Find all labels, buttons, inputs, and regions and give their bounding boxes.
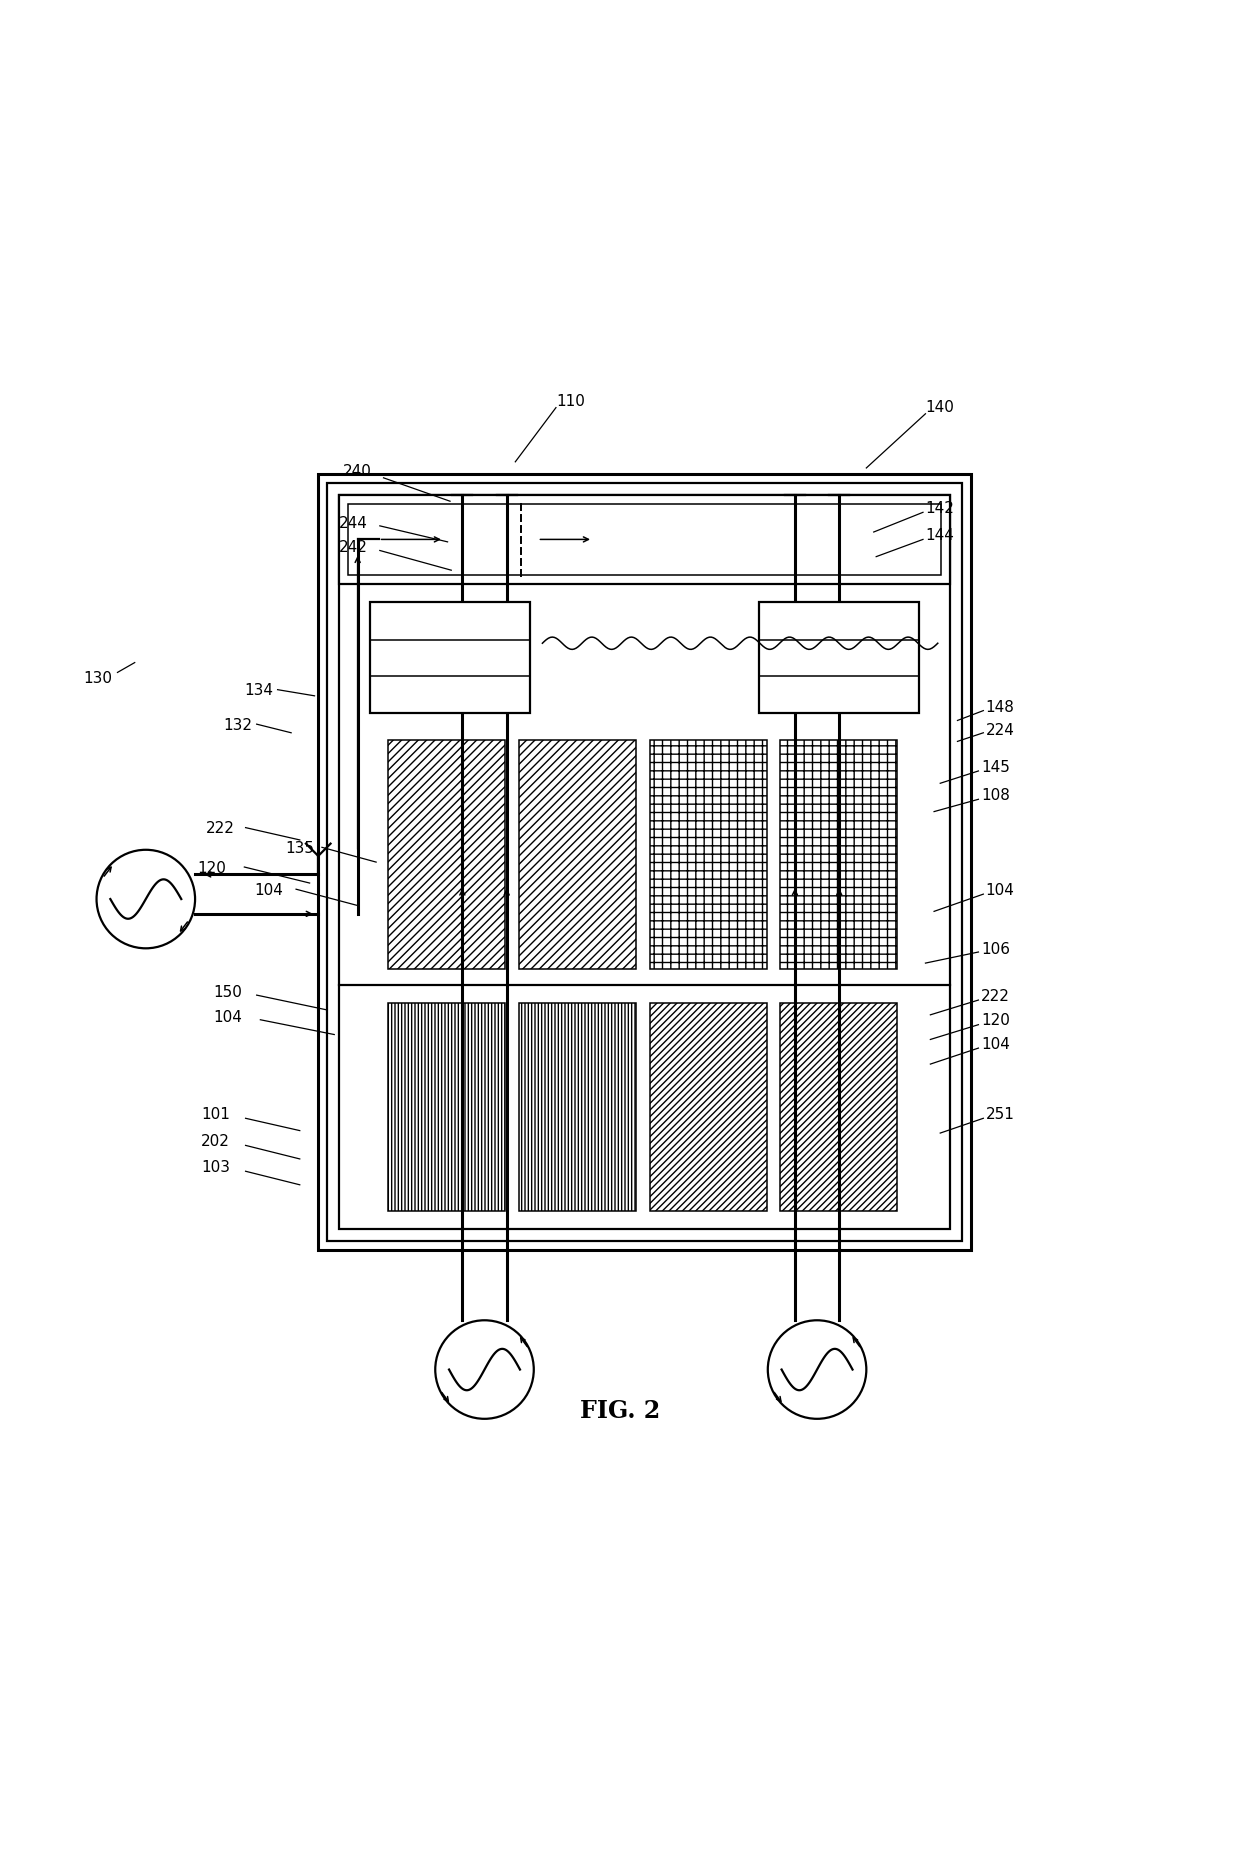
Bar: [388, 740, 506, 970]
Circle shape: [97, 850, 195, 950]
Text: 251: 251: [986, 1107, 1014, 1122]
Text: 103: 103: [201, 1159, 231, 1174]
Circle shape: [435, 1320, 533, 1420]
Text: 134: 134: [244, 684, 273, 699]
Bar: [340, 496, 950, 1229]
Text: 104: 104: [213, 1010, 243, 1025]
Bar: [780, 740, 897, 970]
Bar: [520, 740, 636, 970]
Text: 104: 104: [986, 882, 1014, 897]
Text: 104: 104: [254, 882, 283, 897]
Text: 224: 224: [986, 723, 1014, 738]
Text: 202: 202: [201, 1133, 231, 1148]
Text: 130: 130: [83, 671, 112, 686]
Bar: [650, 1004, 766, 1212]
Text: 244: 244: [340, 515, 368, 530]
Text: 104: 104: [981, 1036, 1009, 1051]
Bar: [370, 603, 529, 714]
Text: 222: 222: [981, 989, 1009, 1004]
Bar: [347, 504, 941, 575]
Text: 144: 144: [925, 528, 955, 543]
Text: 132: 132: [223, 717, 253, 732]
Text: 150: 150: [213, 985, 243, 1000]
Text: 120: 120: [981, 1013, 1009, 1028]
Text: 148: 148: [986, 701, 1014, 715]
Bar: [319, 476, 971, 1251]
Bar: [650, 740, 766, 970]
Text: 242: 242: [340, 539, 368, 554]
Text: 135: 135: [285, 841, 314, 856]
Text: 142: 142: [925, 500, 955, 515]
Text: 140: 140: [925, 399, 955, 414]
Text: 106: 106: [981, 942, 1009, 957]
Bar: [780, 1004, 897, 1212]
Text: 101: 101: [201, 1107, 231, 1122]
Bar: [759, 603, 919, 714]
Text: 240: 240: [343, 465, 372, 479]
Text: 222: 222: [206, 820, 236, 835]
Bar: [520, 1004, 636, 1212]
Text: 110: 110: [556, 393, 585, 408]
Bar: [327, 483, 962, 1242]
Text: FIG. 2: FIG. 2: [580, 1399, 660, 1422]
Text: 108: 108: [981, 787, 1009, 802]
Bar: [388, 1004, 506, 1212]
Circle shape: [768, 1320, 867, 1420]
Text: 120: 120: [197, 860, 227, 875]
Bar: [340, 496, 950, 584]
Text: 145: 145: [981, 759, 1009, 774]
